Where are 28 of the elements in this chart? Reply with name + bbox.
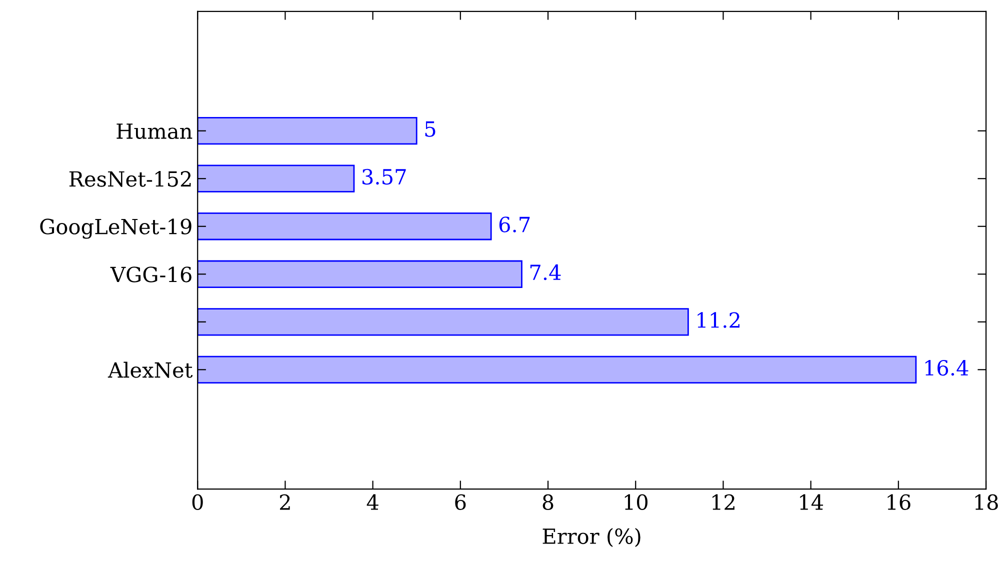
x-tick-label: 4 bbox=[366, 494, 378, 510]
x-axis-title: Error (%) bbox=[542, 528, 640, 548]
data-label: 11.2 bbox=[698, 312, 740, 328]
bar bbox=[198, 117, 418, 145]
bar bbox=[198, 356, 917, 384]
x-tick-label: 2 bbox=[280, 494, 290, 510]
x-tick-label: 18 bbox=[975, 494, 998, 510]
y-tick-label: VGG-16 bbox=[110, 266, 192, 282]
x-tick-label: 10 bbox=[624, 494, 648, 510]
data-label: 3.57 bbox=[362, 168, 406, 185]
x-tick-label: 14 bbox=[800, 494, 824, 510]
data-label: 6.7 bbox=[499, 216, 530, 232]
bar bbox=[198, 260, 522, 288]
bar bbox=[198, 308, 689, 336]
x-tick-label: 6 bbox=[455, 494, 466, 510]
bar bbox=[198, 212, 492, 240]
data-label: 5 bbox=[425, 121, 436, 137]
y-tick-label: AlexNet bbox=[108, 362, 193, 378]
x-tick-label: 16 bbox=[888, 494, 910, 510]
y-tick-label: ResNet-152 bbox=[69, 171, 191, 187]
data-label: 7.4 bbox=[530, 264, 561, 280]
data-label: 16.4 bbox=[925, 360, 968, 376]
x-tick-label: 8 bbox=[542, 494, 554, 510]
y-tick-label: GoogLeNet-19 bbox=[40, 218, 192, 239]
y-tick-label: Human bbox=[116, 124, 192, 140]
x-tick-label: 12 bbox=[712, 494, 734, 510]
bar bbox=[198, 164, 355, 192]
x-tick-label: 0 bbox=[192, 494, 203, 510]
